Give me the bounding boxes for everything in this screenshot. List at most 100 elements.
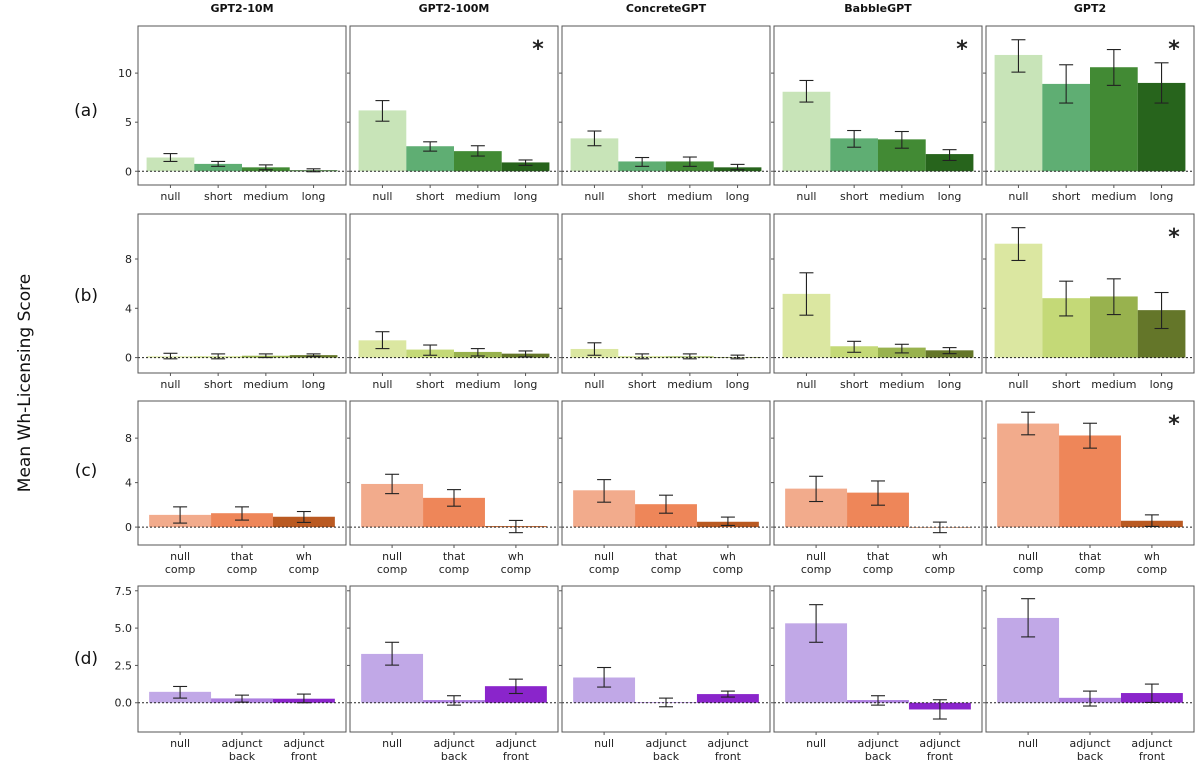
row-label-d: (d) bbox=[73, 649, 99, 669]
x-tick-label: null bbox=[584, 378, 604, 391]
x-tick-label: wh bbox=[932, 550, 948, 563]
x-tick-label: short bbox=[628, 190, 657, 203]
panel-frame bbox=[137, 213, 347, 374]
x-tick-label: wh bbox=[1144, 550, 1160, 563]
panel-frame bbox=[985, 25, 1195, 186]
x-tick-label: back bbox=[229, 750, 256, 763]
column-title-gpt2-100m: GPT2-100M bbox=[418, 2, 490, 15]
panel-frame bbox=[349, 213, 559, 374]
x-tick-label: back bbox=[1077, 750, 1104, 763]
x-tick-label: comp bbox=[801, 563, 831, 576]
x-tick-label: null bbox=[796, 378, 816, 391]
x-tick-label: comp bbox=[501, 563, 531, 576]
panel-babblegpt-1: null short medium long bbox=[771, 213, 983, 391]
bar bbox=[1059, 435, 1121, 528]
x-tick-label: comp bbox=[925, 563, 955, 576]
x-tick-label: wh bbox=[508, 550, 524, 563]
panel-frame bbox=[773, 213, 983, 374]
column-title-babblegpt: BabbleGPT bbox=[844, 2, 912, 15]
x-tick-label: back bbox=[653, 750, 680, 763]
x-tick-label: comp bbox=[439, 563, 469, 576]
x-tick-label: null bbox=[1018, 737, 1038, 750]
x-tick-label: comp bbox=[1075, 563, 1105, 576]
bar bbox=[997, 423, 1060, 528]
x-tick-label: null bbox=[170, 737, 190, 750]
x-tick-label: that bbox=[1079, 550, 1102, 563]
x-tick-label: null bbox=[382, 550, 402, 563]
panel-gpt2-0: null short medium long * bbox=[983, 25, 1195, 203]
x-tick-label: medium bbox=[667, 378, 712, 391]
x-tick-label: medium bbox=[1091, 378, 1136, 391]
y-tick-label: 0 bbox=[125, 165, 132, 178]
row-label-c: (c) bbox=[74, 461, 98, 481]
x-tick-label: null bbox=[382, 737, 402, 750]
bar bbox=[454, 151, 502, 172]
x-tick-label: medium bbox=[243, 378, 288, 391]
y-tick-label: 4 bbox=[125, 302, 132, 315]
x-tick-label: null bbox=[160, 190, 180, 203]
x-tick-label: comp bbox=[589, 563, 619, 576]
column-title-gpt2-10m: GPT2-10M bbox=[210, 2, 274, 15]
panel-frame bbox=[349, 25, 559, 186]
bar bbox=[501, 162, 550, 172]
x-tick-label: front bbox=[291, 750, 318, 763]
y-tick-label: 5.0 bbox=[115, 622, 133, 635]
bar bbox=[994, 54, 1043, 172]
x-tick-label: comp bbox=[863, 563, 893, 576]
panel-frame bbox=[137, 25, 347, 186]
x-tick-label: front bbox=[503, 750, 530, 763]
x-tick-label: adjunct bbox=[1069, 737, 1111, 750]
x-tick-label: back bbox=[441, 750, 468, 763]
x-tick-label: short bbox=[840, 190, 869, 203]
column-title-concretegpt: ConcreteGPT bbox=[625, 2, 707, 15]
panel-frame bbox=[985, 213, 1195, 374]
x-tick-label: comp bbox=[713, 563, 743, 576]
x-tick-label: medium bbox=[455, 190, 500, 203]
x-tick-label: short bbox=[628, 378, 657, 391]
panel-gpt2-100m-0: null short medium long * bbox=[347, 25, 559, 203]
x-tick-label: long bbox=[1150, 378, 1174, 391]
x-tick-label: front bbox=[715, 750, 742, 763]
y-tick-label: 5 bbox=[125, 116, 132, 129]
x-tick-label: comp bbox=[289, 563, 319, 576]
x-tick-label: adjunct bbox=[495, 737, 537, 750]
x-tick-label: that bbox=[655, 550, 678, 563]
x-tick-label: adjunct bbox=[707, 737, 749, 750]
significance-star: * bbox=[1168, 37, 1180, 62]
x-tick-label: null bbox=[594, 550, 614, 563]
panel-gpt2-10m-1: 0 4 8 null short medium long bbox=[125, 213, 347, 391]
x-tick-label: adjunct bbox=[1131, 737, 1173, 750]
x-tick-label: long bbox=[514, 378, 538, 391]
y-tick-label: 7.5 bbox=[115, 585, 133, 598]
bar bbox=[146, 157, 195, 172]
x-tick-label: long bbox=[726, 378, 750, 391]
x-tick-label: that bbox=[443, 550, 466, 563]
panel-frame bbox=[773, 25, 983, 186]
x-tick-label: medium bbox=[455, 378, 500, 391]
y-tick-label: 10 bbox=[118, 67, 132, 80]
x-tick-label: comp bbox=[165, 563, 195, 576]
x-tick-label: medium bbox=[667, 190, 712, 203]
x-tick-label: null bbox=[806, 550, 826, 563]
x-tick-label: wh bbox=[720, 550, 736, 563]
significance-star: * bbox=[1168, 225, 1180, 250]
y-tick-label: 0 bbox=[125, 352, 132, 365]
x-tick-label: adjunct bbox=[919, 737, 961, 750]
x-tick-label: long bbox=[302, 190, 326, 203]
bar bbox=[484, 686, 547, 703]
x-tick-label: long bbox=[514, 190, 538, 203]
x-tick-label: medium bbox=[243, 190, 288, 203]
bar bbox=[994, 243, 1043, 358]
row-label-a: (a) bbox=[74, 101, 98, 121]
significance-star: * bbox=[956, 37, 968, 62]
x-tick-label: short bbox=[840, 378, 869, 391]
